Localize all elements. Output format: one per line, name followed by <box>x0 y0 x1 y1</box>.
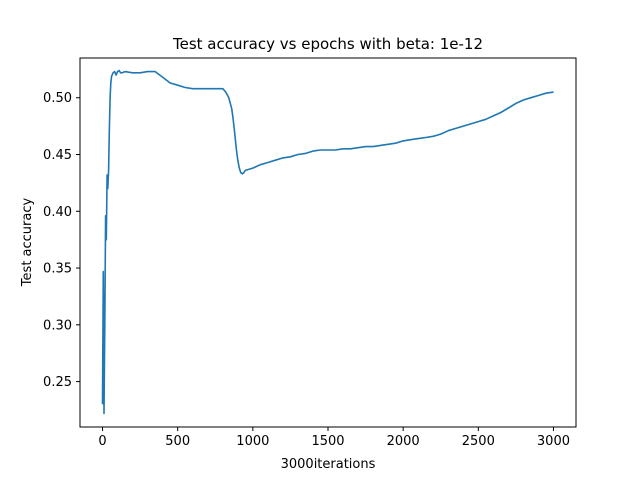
plot-frame <box>79 57 577 428</box>
ticks-layer: 0 500 1000 1500 2000 2500 3000 0.25 0.30 0.35 0.40… <box>43 91 570 449</box>
y-tick-label: 0.45 <box>43 148 72 163</box>
y-tick-label: 0.25 <box>43 375 72 390</box>
y-tick-label: 0.35 <box>43 262 72 277</box>
plot-layer <box>101 69 554 415</box>
x-tick-label: 2500 <box>462 434 495 449</box>
series-line-0 <box>101 69 554 415</box>
x-tick-label: 2000 <box>387 434 420 449</box>
y-tick-label: 0.50 <box>43 91 72 106</box>
x-tick-label: 1000 <box>236 434 269 449</box>
y-tick-label: 0.40 <box>43 205 72 220</box>
y-axis-label: Test accuracy <box>20 198 35 288</box>
x-tick-label: 0 <box>98 434 106 449</box>
x-tick-label: 3000 <box>537 434 570 449</box>
x-tick-label: 500 <box>165 434 190 449</box>
y-tick-label: 0.30 <box>43 318 72 333</box>
x-tick-label: 1500 <box>311 434 344 449</box>
chart-title: Test accuracy vs epochs with beta: 1e-12 <box>172 35 483 53</box>
x-axis-label: 3000iterations <box>281 457 376 472</box>
